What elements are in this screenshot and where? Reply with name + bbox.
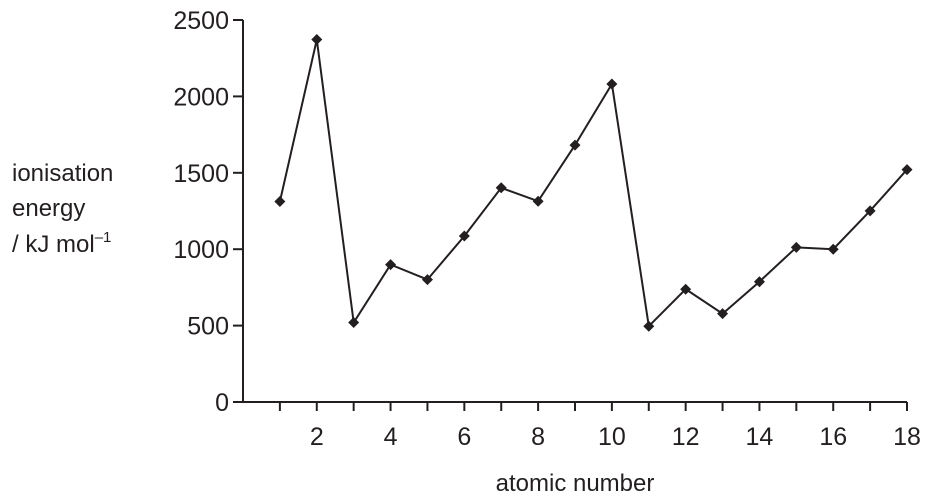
x-tick-label: 18 (893, 423, 921, 451)
data-point-marker (348, 317, 360, 329)
data-point-marker (311, 34, 323, 46)
y-axis-unit-exponent: –1 (95, 229, 112, 246)
y-axis-title-line-1: ionisation (12, 160, 113, 187)
x-tick-label: 16 (819, 423, 847, 451)
y-axis-title-line-3: / kJ mol–1 (12, 229, 111, 258)
data-point-marker (643, 320, 655, 332)
data-point-marker (901, 164, 913, 176)
y-tick-label: 2500 (173, 7, 229, 35)
x-axis-title: atomic number (496, 470, 655, 497)
data-point-marker (385, 259, 397, 271)
y-tick-label: 0 (215, 389, 229, 417)
y-tick-label: 2000 (173, 83, 229, 111)
y-axis-title: ionisation energy / kJ mol–1 (12, 160, 113, 258)
y-axis-title-line-2: energy (12, 195, 85, 222)
y-ticks: 0 500 1000 1500 2000 2500 (173, 7, 243, 417)
x-tick-label: 14 (746, 423, 774, 451)
y-tick-label: 1500 (173, 160, 229, 188)
data-point-marker (790, 241, 802, 253)
data-point-marker (458, 230, 470, 242)
x-tick-label: 8 (531, 423, 545, 451)
data-point-marker (606, 78, 618, 90)
series-line (278, 39, 908, 329)
data-point-marker (827, 243, 839, 255)
y-axis-unit: / kJ mol (12, 231, 95, 258)
x-tick-label: 6 (457, 423, 471, 451)
y-tick-label: 1000 (173, 236, 229, 264)
x-tick-label: 2 (310, 423, 324, 451)
y-tick-label: 500 (187, 313, 229, 341)
data-point-marker (421, 274, 433, 286)
data-point-marker (274, 196, 286, 208)
data-point-marker (532, 195, 544, 207)
data-point-marker (864, 205, 876, 217)
x-tick-label: 12 (672, 423, 700, 451)
series-ionisation-energy (274, 34, 913, 332)
axes (242, 20, 907, 403)
data-point-marker (717, 308, 729, 320)
x-ticks: 2 4 6 8 10 12 14 16 18 (278, 402, 921, 451)
data-point-marker (495, 182, 507, 194)
data-point-marker (753, 276, 765, 288)
x-tick-label: 4 (384, 423, 398, 451)
data-point-marker (680, 283, 692, 295)
x-tick-label: 10 (598, 423, 626, 451)
data-point-marker (569, 139, 581, 151)
